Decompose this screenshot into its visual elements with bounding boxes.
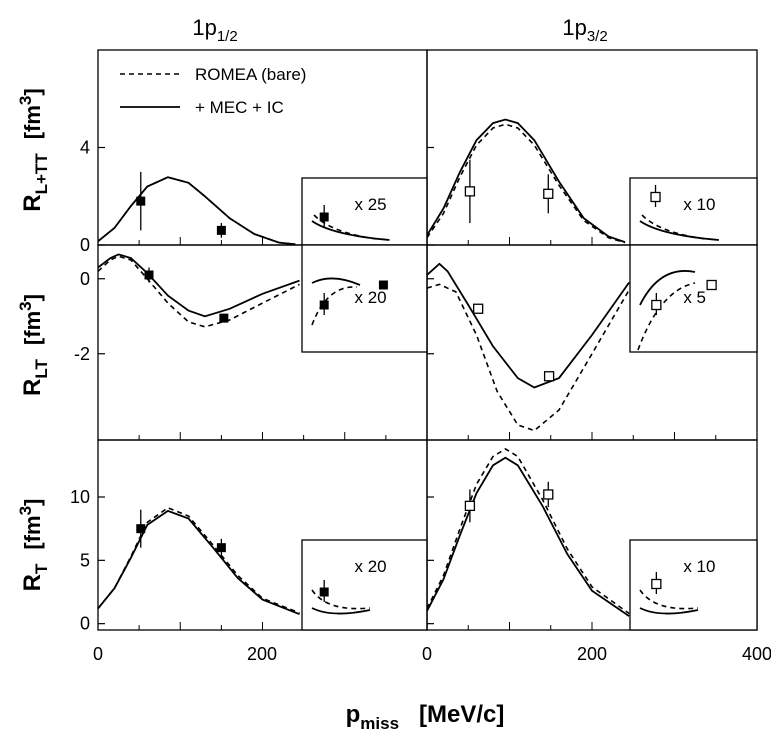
y-tick-label: 0: [80, 235, 90, 255]
series-mec-ic: [98, 253, 300, 318]
inset-solid-curve: [311, 607, 371, 615]
series-mec-ic: [427, 118, 626, 243]
inset-RT-col1: x 20: [301, 539, 428, 631]
series-romea-bare: [427, 447, 630, 615]
y-tick-label: 0: [80, 269, 90, 289]
data-point: [216, 543, 226, 553]
panel-RLTT-col2: x 10: [426, 49, 758, 246]
inset-frame: [629, 539, 758, 631]
inset-data-point: [650, 191, 661, 203]
data-point: [216, 225, 226, 235]
x-tick-label: 200: [577, 644, 607, 664]
y-tick-label: 10: [70, 487, 90, 507]
inset-data-point: [378, 280, 388, 290]
inset-data-point: [706, 279, 717, 291]
inset-RLTT-col2: x 10: [629, 177, 758, 246]
x-tick-label: 400: [742, 644, 771, 664]
x-tick-label: 0: [422, 644, 432, 664]
data-point: [543, 371, 555, 382]
inset-scale-label: x 10: [683, 195, 715, 214]
series-mec-ic: [427, 262, 630, 389]
ylabel-rt: RT[fm3]: [16, 499, 51, 592]
inset-frame: [301, 539, 428, 631]
series-romea-bare: [98, 255, 300, 328]
inset-data-point: [319, 300, 329, 310]
data-point: [543, 489, 554, 500]
inset-data-point: [319, 587, 329, 597]
data-point: [219, 313, 229, 323]
column-title-1: 1p1/2: [192, 15, 237, 45]
inset-dashed-curve: [637, 282, 696, 351]
inset-frame: [629, 244, 758, 353]
series-romea-bare: [427, 283, 630, 432]
data-point: [543, 188, 554, 199]
inset-scale-label: x 10: [683, 557, 715, 576]
column-title-2: 1p3/2: [562, 15, 607, 45]
x-tick-label: 200: [247, 644, 277, 664]
panel-RLT-col1: 0 -2 x 20: [74, 244, 428, 441]
inset-solid-curve: [639, 270, 696, 306]
panels-layer: 0 4 x 25 x 10 0 -2 x 20 x 5 0 5 10 x 20 x 10 0 200 400 0…: [70, 49, 771, 664]
data-point: [136, 196, 146, 206]
inset-RLTT-col1: x 25: [301, 177, 428, 246]
inset-frame: [301, 244, 428, 353]
data-point: [144, 270, 154, 280]
inset-scale-label: x 20: [355, 288, 387, 307]
inset-solid-curve: [639, 607, 699, 615]
panel-RLT-col2: x 5: [426, 244, 758, 441]
data-point: [464, 186, 476, 197]
series-romea-bare: [98, 506, 300, 614]
series-mec-ic: [427, 456, 630, 617]
inset-dashed-curve: [311, 589, 371, 610]
inset-dashed-curve: [311, 286, 358, 326]
series-mec-ic: [98, 176, 296, 245]
x-tick-label: 0: [93, 644, 103, 664]
data-point: [464, 500, 476, 512]
series-romea-bare: [427, 123, 626, 244]
series-mec-ic: [98, 509, 300, 616]
data-point: [472, 303, 484, 314]
xlabel: pmiss [MeV/c]: [346, 701, 505, 733]
inset-dashed-curve: [313, 214, 378, 240]
inset-solid-curve: [311, 277, 361, 286]
y-tick-label: 5: [80, 550, 90, 570]
inset-scale-label: x 20: [355, 557, 387, 576]
data-point: [136, 524, 146, 534]
legend-solid-label: + MEC + IC: [195, 98, 284, 117]
panel-RT-col1: 0 5 10 x 20: [70, 439, 428, 634]
ylabel-rlt: RLT[fm3]: [16, 294, 51, 396]
inset-dashed-curve: [641, 214, 707, 240]
y-tick-label: 0: [80, 614, 90, 634]
inset-RT-col2: x 10: [629, 539, 758, 631]
inset-RLT-col1: x 20: [301, 244, 428, 353]
inset-scale-label: x 5: [683, 288, 706, 307]
inset-solid-curve: [311, 220, 390, 241]
panel-RLTT-col1: 0 4 x 25: [80, 49, 428, 255]
inset-data-point: [651, 299, 662, 311]
inset-solid-curve: [639, 220, 719, 241]
panel-RT-col2: x 10: [426, 439, 758, 631]
y-tick-label: -2: [74, 344, 90, 364]
inset-RLT-col2: x 5: [629, 244, 758, 353]
inset-data-point: [319, 212, 329, 222]
inset-dashed-curve: [639, 589, 699, 610]
inset-scale-label: x 25: [355, 195, 387, 214]
y-tick-label: 4: [80, 138, 90, 158]
legend-dashed-label: ROMEA (bare): [195, 65, 306, 84]
ylabel-rltt: RL+TT[fm3]: [16, 88, 51, 211]
inset-data-point: [651, 578, 662, 590]
